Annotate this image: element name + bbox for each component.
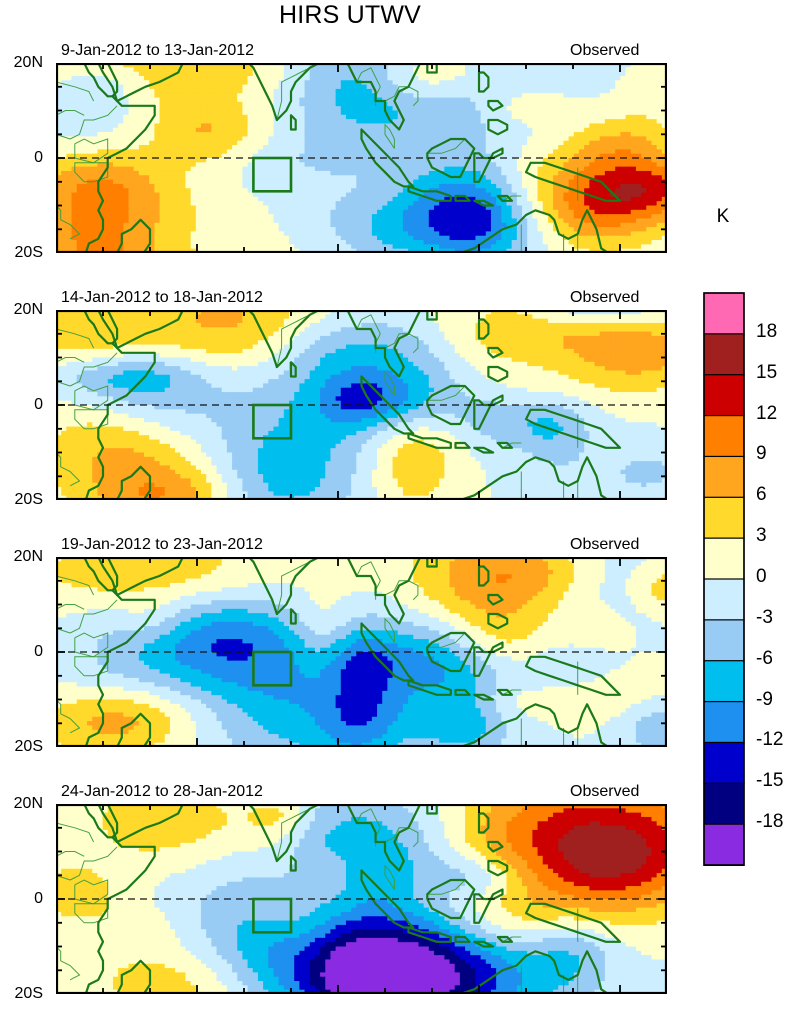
panel-title-3: 19-Jan-2012 to 23-Jan-2012 — [61, 536, 263, 554]
x-tick-label-0: 30E — [11, 1011, 101, 1013]
y-tick-label-4-0: 20N — [0, 795, 43, 813]
map-panel-2 — [56, 310, 667, 500]
y-tick-label-4-2: 20S — [0, 985, 43, 1003]
y-tick-label-4-1: 0 — [0, 890, 43, 908]
panel-title-4: 24-Jan-2012 to 28-Jan-2012 — [61, 783, 263, 801]
map-plot-area-3 — [56, 557, 667, 747]
map-plot-area-1 — [56, 63, 667, 253]
y-tick-label-2-0: 20N — [0, 301, 43, 319]
y-tick-label-3-0: 20N — [0, 548, 43, 566]
map-overlay-2 — [56, 310, 667, 500]
y-tick-label-2-2: 20S — [0, 491, 43, 509]
panel-title-2: 14-Jan-2012 to 18-Jan-2012 — [61, 289, 263, 307]
panel-annotation-2: Observed — [570, 289, 639, 307]
colorbar-tick-label-7: -3 — [756, 607, 773, 629]
map-panel-1 — [56, 63, 667, 253]
y-tick-label-1-0: 20N — [0, 54, 43, 72]
colorbar-tick-label-4: 6 — [756, 484, 767, 506]
colorbar-unit-label: K — [691, 206, 755, 228]
panel-frame-3 — [56, 557, 667, 747]
colorbar-scale — [703, 292, 745, 866]
panel-annotation-1: Observed — [570, 42, 639, 60]
panel-frame-1 — [56, 63, 667, 253]
map-overlay-4 — [56, 804, 667, 994]
colorbar-tick-label-12: -18 — [756, 811, 783, 833]
panel-frame-4 — [56, 804, 667, 994]
map-plot-area-4 — [56, 804, 667, 994]
map-overlay-3 — [56, 557, 667, 747]
colorbar-swatches — [703, 292, 745, 866]
panel-frame-2 — [56, 310, 667, 500]
panel-title-1: 9-Jan-2012 to 13-Jan-2012 — [61, 42, 254, 60]
colorbar-tick-label-3: 9 — [756, 443, 767, 465]
map-panel-3 — [56, 557, 667, 747]
panel-annotation-4: Observed — [570, 783, 639, 801]
colorbar-tick-label-0: 18 — [756, 321, 777, 343]
colorbar-tick-label-8: -6 — [756, 648, 773, 670]
colorbar-tick-label-2: 12 — [756, 403, 777, 425]
map-plot-area-2 — [56, 310, 667, 500]
panel-annotation-3: Observed — [570, 536, 639, 554]
colorbar-tick-label-6: 0 — [756, 566, 767, 588]
y-tick-label-1-1: 0 — [0, 149, 43, 167]
y-tick-label-2-1: 0 — [0, 396, 43, 414]
colorbar-tick-label-11: -15 — [756, 770, 783, 792]
x-tick-label-2: 90E — [293, 1011, 383, 1013]
figure-title: HIRS UTWV — [0, 0, 700, 30]
y-tick-label-3-1: 0 — [0, 643, 43, 661]
x-tick-label-1: 60E — [152, 1011, 242, 1013]
x-tick-label-4: 150E — [575, 1011, 665, 1013]
map-panel-4 — [56, 804, 667, 994]
y-tick-label-3-2: 20S — [0, 738, 43, 756]
x-tick-label-3: 120E — [434, 1011, 524, 1013]
colorbar-tick-label-1: 15 — [756, 362, 777, 384]
colorbar-tick-label-10: -12 — [756, 729, 783, 751]
colorbar-tick-label-5: 3 — [756, 525, 767, 547]
y-tick-label-1-2: 20S — [0, 244, 43, 262]
colorbar-tick-label-9: -9 — [756, 689, 773, 711]
